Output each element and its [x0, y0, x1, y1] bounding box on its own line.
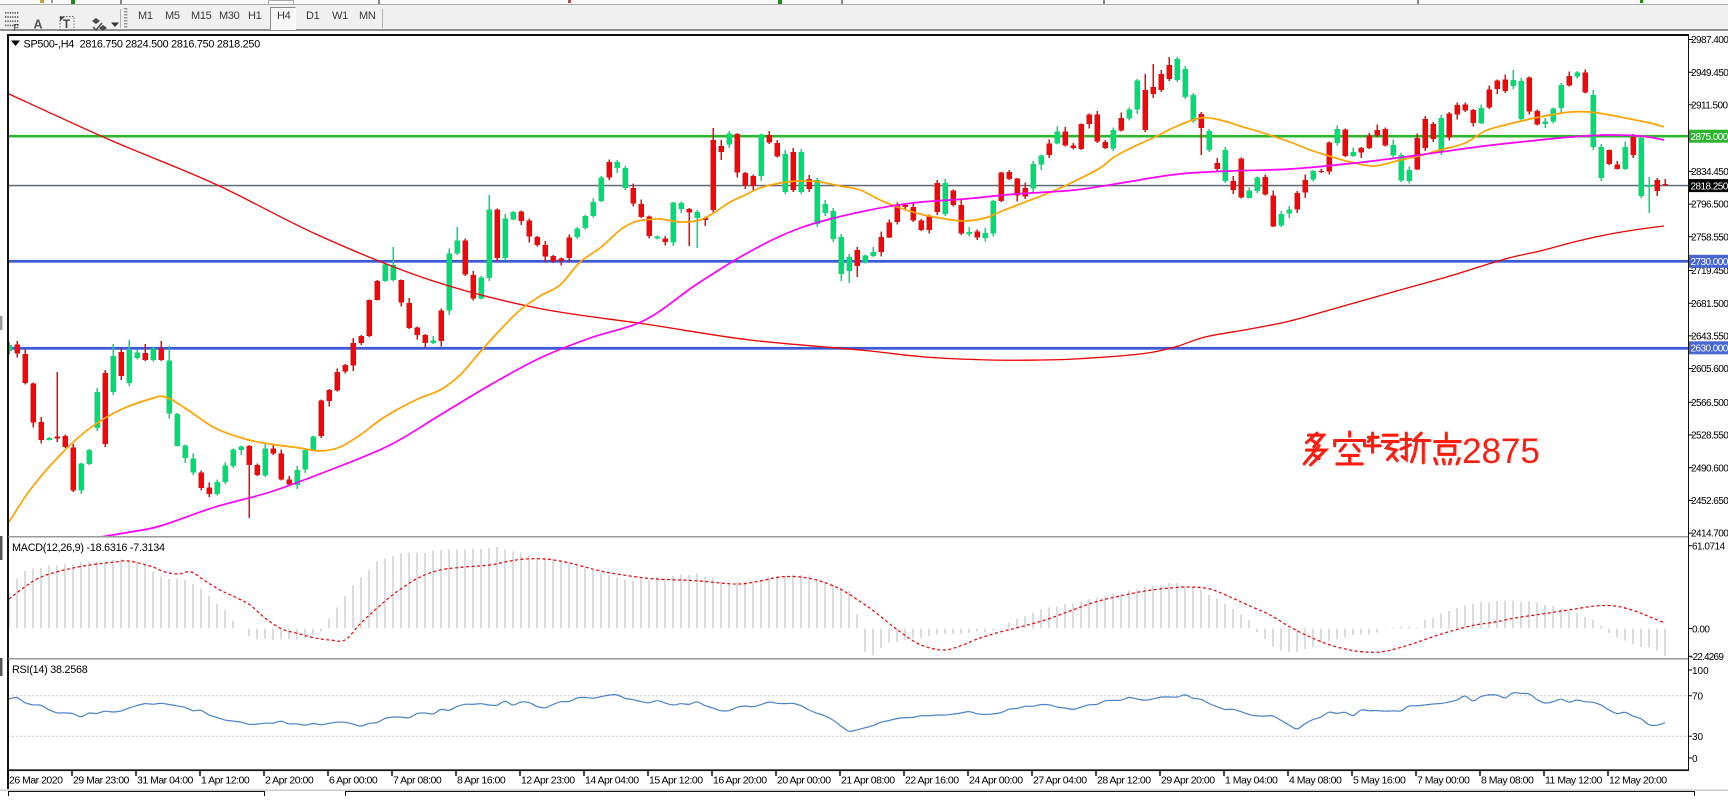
svg-text:2875.000: 2875.000	[1691, 132, 1728, 143]
svg-text:1 May 04:00: 1 May 04:00	[1225, 775, 1278, 787]
svg-text:6 Apr 00:00: 6 Apr 00:00	[329, 775, 378, 787]
svg-text:8 May 08:00: 8 May 08:00	[1481, 775, 1534, 787]
svg-text:15 Apr 12:00: 15 Apr 12:00	[649, 775, 703, 787]
svg-text:2834.450: 2834.450	[1691, 167, 1728, 178]
svg-text:2528.550: 2528.550	[1691, 431, 1728, 442]
svg-text:MACD(12,26,9) -18.6316 -7.3134: MACD(12,26,9) -18.6316 -7.3134	[12, 542, 165, 554]
svg-text:21 Apr 08:00: 21 Apr 08:00	[841, 775, 895, 787]
svg-text:11 May 12:00: 11 May 12:00	[1545, 775, 1603, 787]
svg-text:2818.250: 2818.250	[1691, 181, 1728, 192]
svg-text:30: 30	[1692, 732, 1704, 743]
svg-text:2490.600: 2490.600	[1691, 463, 1728, 474]
svg-text:2911.500: 2911.500	[1691, 101, 1728, 112]
svg-text:2681.500: 2681.500	[1691, 299, 1728, 310]
svg-text:22 Apr 16:00: 22 Apr 16:00	[905, 775, 959, 787]
svg-text:0.00: 0.00	[1692, 624, 1710, 635]
svg-text:2566.500: 2566.500	[1691, 398, 1728, 409]
svg-text:8 Apr 16:00: 8 Apr 16:00	[457, 775, 506, 787]
svg-text:100: 100	[1692, 666, 1709, 677]
svg-text:4 May 08:00: 4 May 08:00	[1289, 775, 1342, 787]
svg-text:2875: 2875	[1462, 432, 1540, 471]
svg-text:29 Apr 20:00: 29 Apr 20:00	[1161, 775, 1215, 787]
svg-text:14 Apr 04:00: 14 Apr 04:00	[585, 775, 639, 787]
svg-text:RSI(14) 38.2568: RSI(14) 38.2568	[12, 664, 88, 676]
svg-text:2452.650: 2452.650	[1691, 496, 1728, 507]
svg-text:2949.450: 2949.450	[1691, 68, 1728, 79]
svg-text:0: 0	[1692, 754, 1698, 765]
svg-text:27 Apr 04:00: 27 Apr 04:00	[1033, 775, 1087, 787]
svg-text:1 Apr 12:00: 1 Apr 12:00	[201, 775, 250, 787]
svg-text:7 Apr 08:00: 7 Apr 08:00	[393, 775, 442, 787]
svg-text:5 May 16:00: 5 May 16:00	[1353, 775, 1406, 787]
svg-text:16 Apr 20:00: 16 Apr 20:00	[713, 775, 767, 787]
svg-text:2630.000: 2630.000	[1691, 344, 1728, 355]
svg-text:7 May 00:00: 7 May 00:00	[1417, 775, 1470, 787]
svg-text:2 Apr 20:00: 2 Apr 20:00	[265, 775, 314, 787]
svg-text:61.0714: 61.0714	[1692, 542, 1726, 553]
svg-text:2414.700: 2414.700	[1691, 529, 1728, 540]
svg-text:2987.400: 2987.400	[1691, 35, 1728, 46]
svg-text:2643.550: 2643.550	[1691, 332, 1728, 343]
svg-text:20 Apr 00:00: 20 Apr 00:00	[777, 775, 831, 787]
svg-text:2605.600: 2605.600	[1691, 364, 1728, 375]
svg-text:29 Mar 23:00: 29 Mar 23:00	[73, 775, 130, 787]
svg-text:2758.550: 2758.550	[1691, 232, 1728, 243]
svg-text:-22.4269: -22.4269	[1690, 652, 1724, 663]
svg-text:12 May 20:00: 12 May 20:00	[1609, 775, 1667, 787]
svg-text:26 Mar 2020: 26 Mar 2020	[9, 775, 63, 787]
svg-text:2796.500: 2796.500	[1691, 200, 1728, 211]
svg-text:28 Apr 12:00: 28 Apr 12:00	[1097, 775, 1151, 787]
svg-text:24 Apr 00:00: 24 Apr 00:00	[969, 775, 1023, 787]
svg-text:31 Mar 04:00: 31 Mar 04:00	[137, 775, 194, 787]
svg-text:SP500-,H4 2816.750 2824.500 2: SP500-,H4 2816.750 2824.500 2816.750 281…	[24, 39, 261, 51]
svg-text:2730.000: 2730.000	[1691, 257, 1728, 268]
svg-text:70: 70	[1692, 692, 1704, 703]
svg-text:12 Apr 23:00: 12 Apr 23:00	[521, 775, 575, 787]
